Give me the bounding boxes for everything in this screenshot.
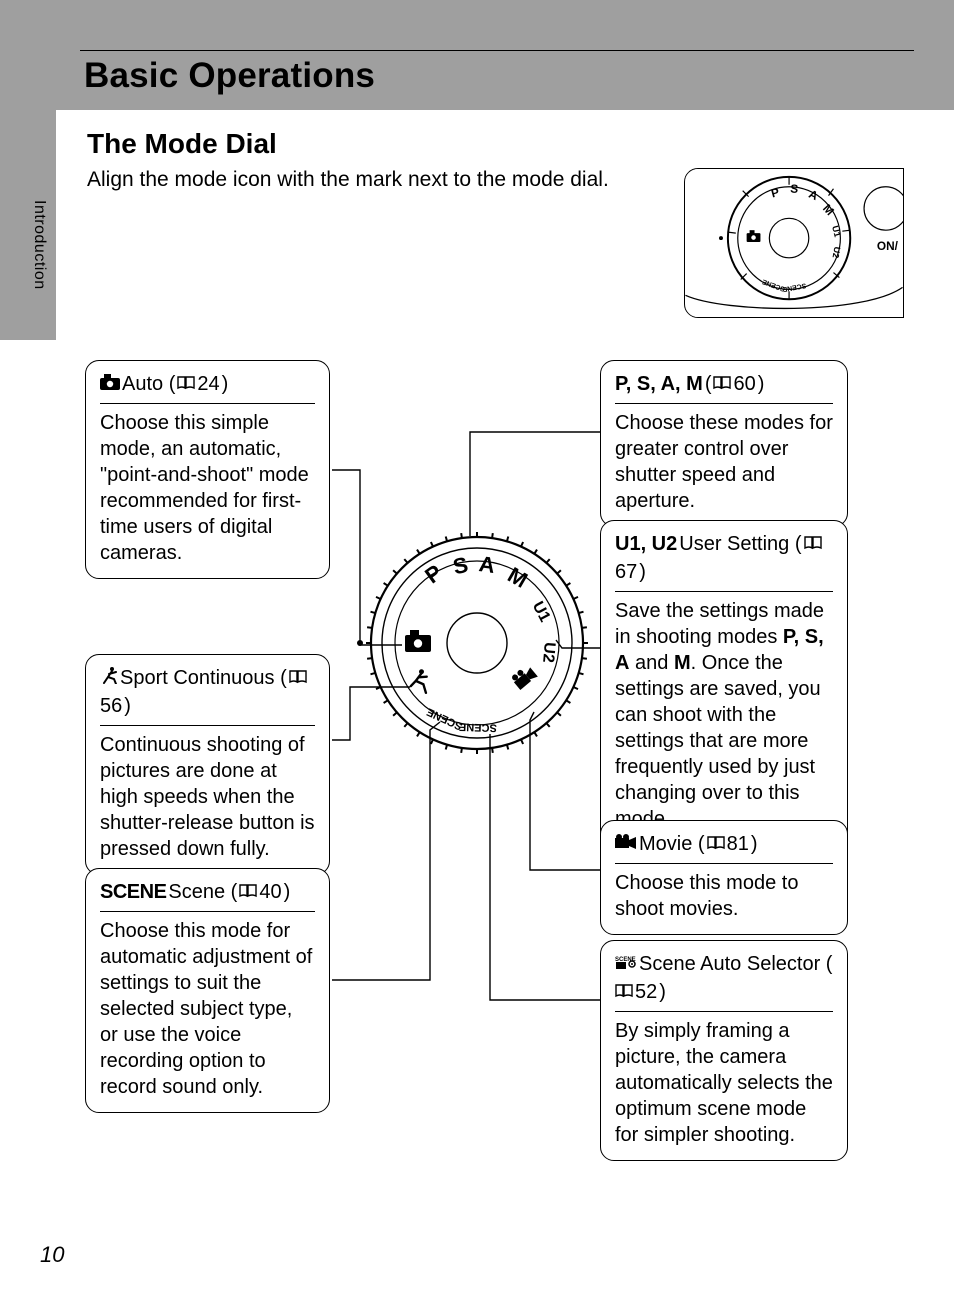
movie-icon bbox=[615, 834, 637, 850]
page-ref: 24 bbox=[197, 371, 219, 397]
callout-title-text: Auto ( bbox=[122, 371, 175, 397]
svg-text:S: S bbox=[790, 181, 799, 196]
svg-text:U2: U2 bbox=[831, 246, 843, 259]
page-ref: 52 bbox=[635, 979, 657, 1005]
callout-user-setting: U1, U2 User Setting ( 67) Save the setti… bbox=[600, 520, 848, 845]
header-rule bbox=[80, 50, 914, 51]
title-suffix: ) bbox=[639, 559, 646, 585]
body-mid: and bbox=[629, 652, 673, 674]
page-ref-icon bbox=[707, 831, 725, 857]
scene-auto-icon: SCENE bbox=[615, 954, 637, 970]
callout-scene-auto: SCENE Scene Auto Selector ( 52) By simpl… bbox=[600, 940, 848, 1161]
page-ref-icon bbox=[177, 371, 195, 397]
page-ref: 81 bbox=[727, 831, 749, 857]
page-ref-icon bbox=[289, 665, 307, 691]
title-suffix: ) bbox=[284, 879, 291, 905]
title-suffix: ) bbox=[659, 979, 666, 1005]
callout-title-text: Movie ( bbox=[639, 831, 705, 857]
side-tab-label: Introduction bbox=[30, 200, 48, 360]
page-ref: 60 bbox=[733, 371, 755, 397]
psam-letters: P, S, A, M bbox=[615, 371, 703, 397]
title-suffix: ) bbox=[758, 371, 765, 397]
callout-body: Continuous shooting of pictures are done… bbox=[100, 732, 315, 862]
callout-body: Choose these modes for greater control o… bbox=[615, 410, 833, 514]
page-ref: 56 bbox=[100, 693, 122, 719]
callout-title-text: ( bbox=[705, 371, 712, 397]
svg-text:U2: U2 bbox=[539, 641, 558, 663]
svg-text:SCENE: SCENE bbox=[459, 720, 497, 733]
camera-icon bbox=[100, 374, 120, 390]
runner-icon bbox=[100, 666, 118, 684]
svg-text:ON/: ON/ bbox=[877, 239, 899, 253]
chapter-title: Basic Operations bbox=[84, 56, 375, 96]
callout-body: By simply framing a picture, the camera … bbox=[615, 1018, 833, 1148]
section-lead: Align the mode icon with the mark next t… bbox=[87, 168, 609, 192]
page: Introduction Basic Operations The Mode D… bbox=[0, 0, 954, 1314]
page-ref: 67 bbox=[615, 559, 637, 585]
callout-movie: Movie ( 81) Choose this mode to shoot mo… bbox=[600, 820, 848, 935]
title-suffix: ) bbox=[222, 371, 229, 397]
title-suffix: ) bbox=[124, 693, 131, 719]
callout-body: Save the settings made in shooting modes… bbox=[615, 598, 833, 832]
callout-body: Choose this mode for automatic adjustmen… bbox=[100, 918, 315, 1100]
callout-auto: Auto ( 24) Choose this simple mode, an a… bbox=[85, 360, 330, 579]
callout-title-text: Scene ( bbox=[168, 879, 237, 905]
scene-strong-label: SCENE bbox=[100, 879, 166, 905]
camera-top-illustration: P S A M U1 U2 SCENE SCENE ON/ bbox=[684, 168, 904, 318]
body-after: . Once the settings are saved, you can s… bbox=[615, 652, 821, 830]
callout-title-text: User Setting ( bbox=[679, 531, 801, 557]
title-suffix: ) bbox=[751, 831, 758, 857]
page-number: 10 bbox=[40, 1242, 64, 1268]
page-ref-icon bbox=[615, 979, 633, 1005]
section-title: The Mode Dial bbox=[87, 128, 277, 160]
page-ref-icon bbox=[804, 531, 822, 557]
callout-title-text: Scene Auto Selector ( bbox=[639, 951, 832, 977]
callout-sport: Sport Continuous ( 56) Continuous shooti… bbox=[85, 654, 330, 875]
callout-scene: SCENE Scene ( 40) Choose this mode for a… bbox=[85, 868, 330, 1113]
callout-title-text: Sport Continuous ( bbox=[120, 665, 287, 691]
body-m: M bbox=[674, 652, 691, 674]
page-ref-icon bbox=[713, 371, 731, 397]
u1u2-strong-label: U1, U2 bbox=[615, 531, 677, 557]
callout-psam: P, S, A, M ( 60) Choose these modes for … bbox=[600, 360, 848, 527]
callout-body: Choose this mode to shoot movies. bbox=[615, 870, 833, 922]
callout-body: Choose this simple mode, an automatic, "… bbox=[100, 410, 315, 566]
page-ref: 40 bbox=[259, 879, 281, 905]
page-ref-icon bbox=[239, 879, 257, 905]
mode-dial-diagram: S A M U1 U2 P SCENE SCENE bbox=[362, 528, 592, 758]
